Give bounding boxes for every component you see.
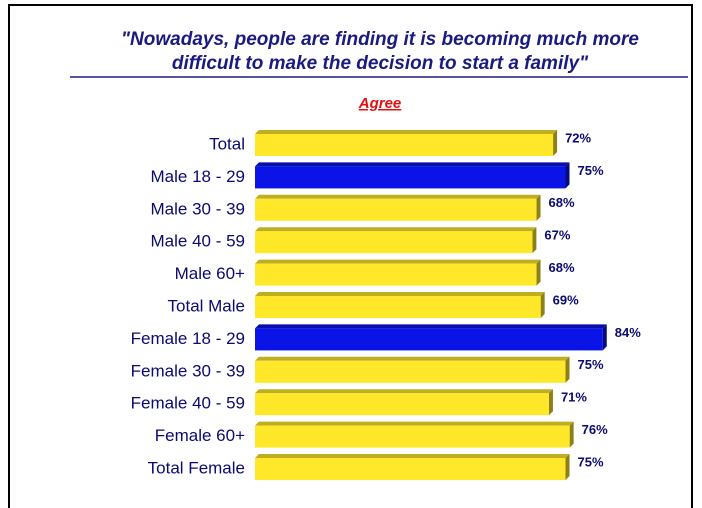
value-label: 67% [544, 228, 570, 243]
bar-top [255, 259, 541, 264]
subtitle: Agree [358, 95, 402, 112]
bar-side [548, 389, 553, 416]
bar [255, 166, 566, 189]
bar-side [565, 454, 570, 480]
value-label: 75% [578, 357, 604, 372]
bar-side [553, 130, 558, 156]
category-label: Female 30 - 39 [131, 361, 245, 380]
value-label: 68% [549, 195, 575, 210]
bar-top [255, 356, 570, 361]
bar [255, 198, 537, 221]
category-label: Male 18 - 29 [151, 167, 246, 186]
frame [8, 4, 693, 508]
category-label: Total [209, 134, 245, 153]
value-label: 71% [561, 390, 587, 405]
value-label: 75% [578, 163, 604, 178]
chart-title: difficult to make the decision to start … [172, 53, 589, 74]
category-label: Male 40 - 59 [151, 232, 246, 251]
bar-top [255, 227, 537, 232]
bar [255, 296, 541, 318]
bar-top [255, 194, 541, 199]
category-label: Total Female [148, 458, 245, 477]
bar-side [532, 227, 537, 254]
value-label: 72% [565, 130, 591, 145]
bar-top [255, 324, 607, 329]
bar [255, 360, 566, 383]
bar-side [536, 259, 541, 286]
bar [255, 231, 533, 254]
category-label: Female 40 - 59 [131, 394, 245, 413]
bar-top [255, 389, 553, 394]
value-label: 69% [553, 292, 579, 307]
bar [255, 425, 570, 448]
value-label: 76% [582, 422, 608, 437]
value-label: 84% [615, 325, 641, 340]
category-label: Total Male [168, 296, 245, 315]
value-label: 68% [549, 260, 575, 275]
bar-top [255, 162, 570, 167]
bar-side [540, 292, 545, 318]
bar-side [569, 421, 574, 448]
bar [255, 393, 549, 416]
bar [255, 458, 566, 480]
bar-side [602, 324, 607, 351]
category-label: Female 60+ [155, 426, 245, 445]
bar-top [255, 421, 574, 426]
bar [255, 263, 537, 286]
bar [255, 134, 554, 156]
bar-side [565, 162, 570, 189]
category-label: Male 60+ [175, 264, 245, 283]
bar-side [565, 356, 570, 383]
bar-top [255, 130, 558, 134]
bar-top [255, 292, 545, 296]
chart-title: "Nowadays, people are finding it is beco… [121, 29, 639, 50]
category-label: Female 18 - 29 [131, 329, 245, 348]
bar-top [255, 454, 570, 458]
bar [255, 328, 603, 351]
bar-side [536, 194, 541, 221]
value-label: 75% [578, 454, 604, 469]
category-label: Male 30 - 39 [151, 199, 246, 218]
